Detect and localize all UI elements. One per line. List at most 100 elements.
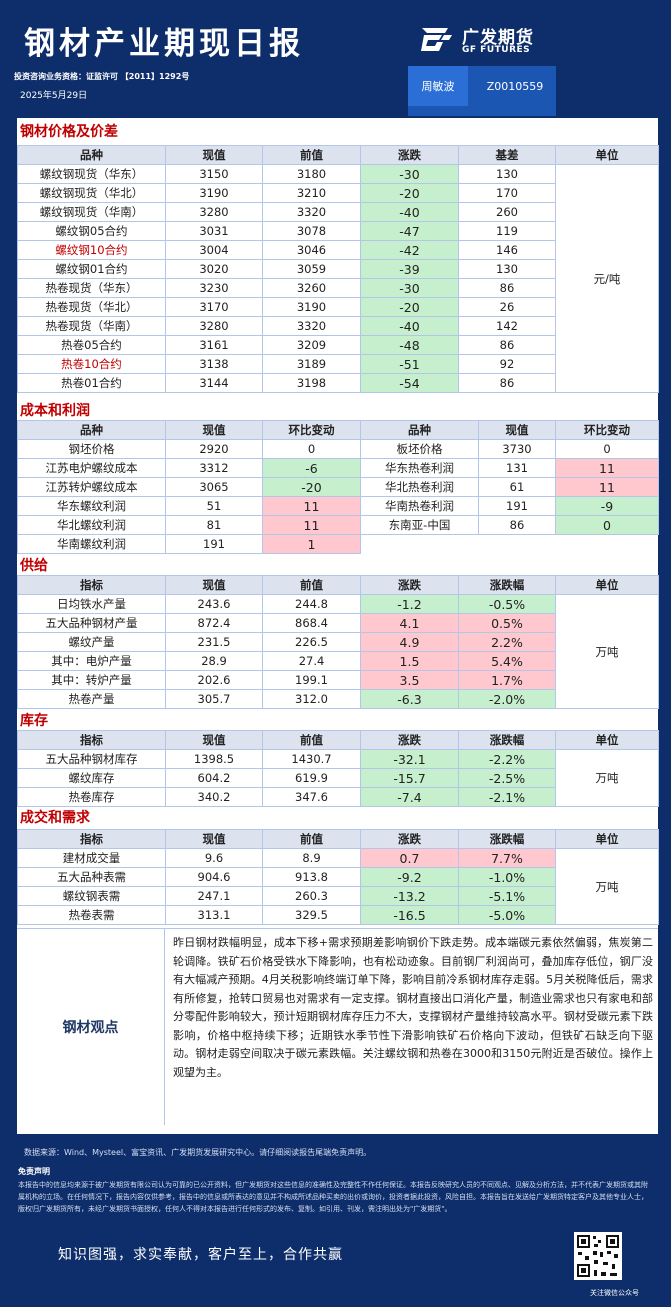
column-header: 品种 [17, 145, 166, 165]
table-header-row: 指标 现值 前值 涨跌 涨跌幅 单位 [17, 730, 659, 750]
analyst-name: 周敏波 [408, 66, 468, 106]
report-title: 钢材产业期现日报 [24, 26, 304, 62]
gf-logo-icon [421, 28, 452, 51]
column-header: 基差 [458, 145, 556, 165]
column-header: 品种 [17, 420, 166, 440]
table-row: 五大品种表需 904.6 913.8 -9.2 -1.0% [17, 867, 659, 887]
cell-prev: 3198 [262, 373, 361, 393]
column-header: 环比变动 [555, 420, 659, 440]
table-row: 热卷产量 305.7 312.0 -6.3 -2.0% [17, 689, 659, 709]
cell-a-cur: 3312 [165, 458, 263, 478]
cell-prev: 619.9 [262, 768, 361, 788]
cell-chg: -40 [360, 202, 459, 222]
cell-cur: 3190 [165, 183, 263, 203]
cell-prev: 913.8 [262, 867, 361, 887]
cell-cur: 3161 [165, 335, 263, 355]
view-label: 钢材观点 [17, 929, 165, 1125]
cell-chg: 1.5 [360, 651, 459, 671]
cell-name: 热卷产量 [17, 689, 166, 709]
cell-pct: 2.2% [458, 632, 556, 652]
cell-name: 热卷表需 [17, 905, 166, 925]
supply-table: 指标 现值 前值 涨跌 涨跌幅 单位 日均铁水产量 243.6 244.8 -1.2 -0.5% 万… [17, 575, 659, 709]
cell-pct: 7.7% [458, 848, 556, 868]
table-row: 建材成交量 9.6 8.9 0.7 7.7% 万吨 [17, 848, 659, 925]
section-title-price: 钢材价格及价差 [20, 124, 118, 140]
cell-prev: 3209 [262, 335, 361, 355]
column-header: 前值 [262, 575, 361, 595]
cell-a-name: 华北螺纹利润 [17, 515, 166, 535]
market-view-section: 钢材观点 昨日钢材跌幅明显，成本下移+需求预期差影响钢价下跌走势。成本端碳元素依… [17, 928, 658, 1125]
cell-name: 热卷01合约 [17, 373, 166, 393]
cell-b-chg: 11 [555, 477, 659, 497]
cell-b-name: 板坯价格 [360, 439, 479, 459]
section-title-demand: 成交和需求 [20, 810, 90, 826]
table-row: 热卷05合约 3161 3209 -48 86 [17, 335, 659, 355]
qr-caption: 关注微信公众号 [590, 1289, 639, 1297]
cell-name: 热卷10合约 [17, 354, 166, 374]
cell-pct: -2.2% [458, 749, 556, 769]
cell-chg: 0.7 [360, 848, 459, 868]
cell-a-chg: -20 [262, 477, 361, 497]
cell-pct: -0.5% [458, 594, 556, 614]
cell-basis: 86 [458, 335, 556, 355]
cell-pct: 0.5% [458, 613, 556, 633]
cell-chg: -1.2 [360, 594, 459, 614]
cell-name: 五大品种钢材产量 [17, 613, 166, 633]
cell-prev: 3210 [262, 183, 361, 203]
cell-prev: 3320 [262, 202, 361, 222]
cell-pct: -2.1% [458, 787, 556, 807]
table-row: 热卷现货（华北） 3170 3190 -20 26 [17, 297, 659, 317]
analyst-license-code: Z0010559 [486, 79, 544, 93]
column-header: 现值 [165, 829, 263, 849]
qr-code-icon [574, 1232, 622, 1280]
cell-prev: 27.4 [262, 651, 361, 671]
cell-cur: 247.1 [165, 886, 263, 906]
cell-cur: 3138 [165, 354, 263, 374]
cell-prev: 3189 [262, 354, 361, 374]
report-date: 2025年5月29日 [20, 91, 88, 101]
cell-cur: 305.7 [165, 689, 263, 709]
cell-name: 螺纹钢05合约 [17, 221, 166, 241]
cell-name: 螺纹钢表需 [17, 886, 166, 906]
cell-chg: -32.1 [360, 749, 459, 769]
cell-chg: -30 [360, 164, 459, 184]
column-header: 前值 [262, 829, 361, 849]
table-row: 其中：转炉产量 202.6 199.1 3.5 1.7% [17, 670, 659, 690]
cell-prev: 3078 [262, 221, 361, 241]
cell-cur: 202.6 [165, 670, 263, 690]
cell-cur: 3280 [165, 316, 263, 336]
cell-chg: -20 [360, 297, 459, 317]
cell-name: 五大品种钢材库存 [17, 749, 166, 769]
cell-chg: -47 [360, 221, 459, 241]
cell-name: 其中：转炉产量 [17, 670, 166, 690]
cell-chg: -54 [360, 373, 459, 393]
unit-cell: 万吨 [555, 594, 659, 709]
table-row: 螺纹钢01合约 3020 3059 -39 130 [17, 259, 659, 279]
cell-b-cur: 86 [478, 515, 556, 535]
cell-cur: 1398.5 [165, 749, 263, 769]
table-row: 热卷库存 340.2 347.6 -7.4 -2.1% [17, 787, 659, 807]
cell-pct: -5.0% [458, 905, 556, 925]
cell-name: 热卷05合约 [17, 335, 166, 355]
column-header: 涨跌 [360, 145, 459, 165]
cell-cur: 3170 [165, 297, 263, 317]
column-header: 指标 [17, 575, 166, 595]
table-row: 热卷01合约 3144 3198 -54 86 [17, 373, 659, 393]
table-header-row: 品种 现值 环比变动 品种 现值 环比变动 [17, 420, 659, 440]
cell-a-chg: 11 [262, 515, 361, 535]
cell-a-cur: 2920 [165, 439, 263, 459]
cell-prev: 244.8 [262, 594, 361, 614]
cell-name: 热卷现货（华东） [17, 278, 166, 298]
column-header: 涨跌 [360, 829, 459, 849]
logo-english-name: GF FUTURES [462, 45, 531, 55]
cell-name: 螺纹钢10合约 [17, 240, 166, 260]
cell-basis: 130 [458, 164, 556, 184]
cell-chg: -9.2 [360, 867, 459, 887]
cell-basis: 146 [458, 240, 556, 260]
cell-prev: 8.9 [262, 848, 361, 868]
cell-prev: 199.1 [262, 670, 361, 690]
cell-cur: 9.6 [165, 848, 263, 868]
column-header: 前值 [262, 145, 361, 165]
table-row: 螺纹钢现货（华东） 3150 3180 -30 130 元/吨 [17, 164, 659, 393]
column-header: 单位 [555, 575, 659, 595]
